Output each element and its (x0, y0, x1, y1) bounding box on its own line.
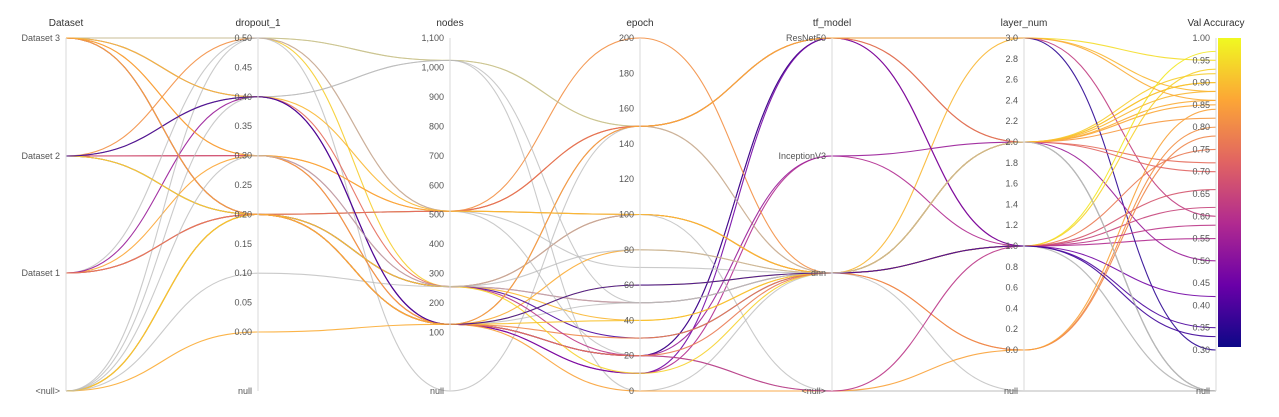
run-line[interactable] (65, 37, 1216, 392)
tick-label-layers: 1.2 (1005, 220, 1018, 230)
tick-label-nodes: 800 (429, 121, 444, 131)
tick-label-layers: 0.0 (1005, 345, 1018, 355)
tick-label-acc: 0.95 (1192, 55, 1210, 65)
tick-label-dropout: 0.40 (234, 92, 252, 102)
run-line[interactable] (65, 96, 1217, 357)
tick-label-layers: 1.8 (1005, 158, 1018, 168)
tick-label-acc: 0.40 (1192, 300, 1210, 310)
tick-label-nodes: 1,100 (421, 33, 444, 43)
run-line[interactable] (65, 155, 1217, 304)
tick-label-acc: null (1196, 386, 1210, 396)
tick-label-epoch: 40 (624, 315, 634, 325)
tick-label-nodes: 100 (429, 328, 444, 338)
axis-title-layers[interactable]: layer_num (1001, 18, 1048, 29)
axis-title-epoch[interactable]: epoch (626, 18, 653, 29)
run-line[interactable] (65, 37, 1217, 374)
tick-label-epoch: 100 (619, 210, 634, 220)
tick-label-acc: 1.00 (1192, 33, 1210, 43)
tick-label-dataset: Dataset 1 (21, 268, 60, 278)
tick-label-epoch: 20 (624, 351, 634, 361)
tick-label-dataset: <null> (35, 386, 60, 396)
tick-label-nodes: 300 (429, 269, 444, 279)
tick-label-acc: 0.90 (1192, 78, 1210, 88)
tick-label-layers: 1.6 (1005, 179, 1018, 189)
tick-label-dropout: 0.35 (234, 121, 252, 131)
axis-title-model[interactable]: tf_model (813, 18, 851, 29)
tick-label-model: dnn (811, 268, 826, 278)
tick-label-epoch: 160 (619, 104, 634, 114)
tick-label-epoch: 200 (619, 33, 634, 43)
run-line[interactable] (65, 59, 1217, 392)
tick-label-epoch: 140 (619, 139, 634, 149)
tick-label-layers: 0.2 (1005, 324, 1018, 334)
tick-label-nodes: 900 (429, 92, 444, 102)
run-line[interactable] (65, 37, 1217, 357)
colorbar (1218, 38, 1241, 347)
tick-label-epoch: 60 (624, 280, 634, 290)
tick-label-acc: 0.70 (1192, 167, 1210, 177)
tick-label-layers: 2.0 (1005, 137, 1018, 147)
axes: Dataset Dataset 3 Dataset 2 Dataset 1 <null>… (21, 18, 1244, 396)
tick-label-acc: 0.50 (1192, 256, 1210, 266)
run-line[interactable] (65, 37, 1217, 325)
tick-label-nodes: 600 (429, 180, 444, 190)
tick-label-layers: 1.4 (1005, 199, 1018, 209)
tick-label-nodes: 400 (429, 239, 444, 249)
axis-title-nodes[interactable]: nodes (436, 18, 463, 29)
tick-label-layers: null (1004, 386, 1018, 396)
tick-label-dropout: 0.50 (234, 33, 252, 43)
tick-label-nodes: 700 (429, 151, 444, 161)
tick-label-dropout: 0.15 (234, 239, 252, 249)
tick-label-acc: 0.30 (1192, 345, 1210, 355)
tick-label-nodes: 200 (429, 298, 444, 308)
tick-label-nodes: 1,000 (421, 62, 444, 72)
tick-label-layers: 2.2 (1005, 116, 1018, 126)
tick-label-dropout: 0.05 (234, 298, 252, 308)
axis-title-dataset[interactable]: Dataset (49, 18, 84, 29)
tick-label-dropout: 0.10 (234, 268, 252, 278)
tick-label-layers: 3.0 (1005, 33, 1018, 43)
tick-label-dropout: 0.30 (234, 151, 252, 161)
tick-label-epoch: 0 (629, 386, 634, 396)
tick-label-layers: 0.4 (1005, 303, 1018, 313)
tick-label-dataset: Dataset 3 (21, 33, 60, 43)
tick-label-layers: 1.0 (1005, 241, 1018, 251)
tick-label-layers: 0.8 (1005, 262, 1018, 272)
tick-label-acc: 0.85 (1192, 100, 1210, 110)
tick-label-nodes: null (430, 386, 444, 396)
tick-label-model: ResNet50 (786, 33, 826, 43)
tick-label-epoch: 180 (619, 68, 634, 78)
tick-label-model: InceptionV3 (778, 151, 826, 161)
tick-label-acc: 0.45 (1192, 278, 1210, 288)
tick-label-epoch: 80 (624, 245, 634, 255)
axis-title-dropout[interactable]: dropout_1 (235, 18, 280, 29)
tick-label-epoch: 120 (619, 174, 634, 184)
tick-label-dropout: null (238, 386, 252, 396)
run-line[interactable] (65, 37, 1217, 127)
tick-label-nodes: 500 (429, 210, 444, 220)
run-line[interactable] (65, 37, 1217, 357)
tick-label-layers: 2.8 (1005, 54, 1018, 64)
tick-label-acc: 0.75 (1192, 144, 1210, 154)
axis-title-acc[interactable]: Val Accuracy (1187, 18, 1244, 29)
tick-label-acc: 0.55 (1192, 234, 1210, 244)
tick-label-dataset: Dataset 2 (21, 151, 60, 161)
tick-label-dropout: 0.45 (234, 62, 252, 72)
tick-label-dropout: 0.20 (234, 209, 252, 219)
run-line[interactable] (65, 37, 1217, 374)
color-scale (1218, 38, 1241, 347)
tick-label-acc: 0.80 (1192, 122, 1210, 132)
tick-label-dropout: 0.00 (234, 327, 252, 337)
tick-label-layers: 0.6 (1005, 283, 1018, 293)
tick-label-model: <null> (801, 386, 826, 396)
tick-label-acc: 0.65 (1192, 189, 1210, 199)
tick-label-acc: 0.35 (1192, 323, 1210, 333)
tick-label-acc: 0.60 (1192, 211, 1210, 221)
tick-label-layers: 2.6 (1005, 75, 1018, 85)
tick-label-layers: 2.4 (1005, 95, 1018, 105)
tick-label-dropout: 0.25 (234, 180, 252, 190)
run-line[interactable] (65, 50, 1217, 392)
